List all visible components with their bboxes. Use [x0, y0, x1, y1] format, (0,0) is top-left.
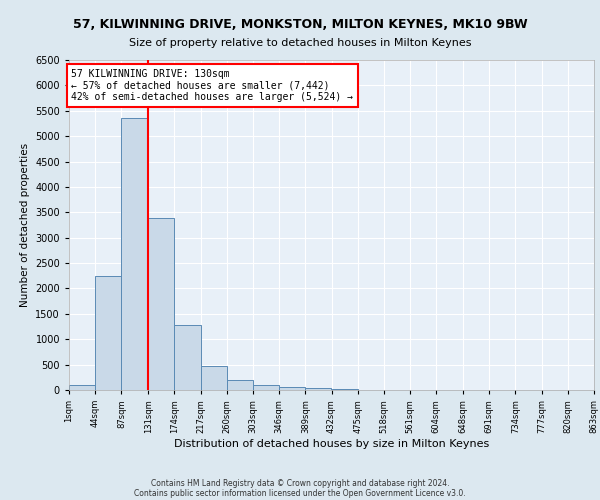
Bar	[121, 118, 148, 390]
Text: Contains HM Land Registry data © Crown copyright and database right 2024.: Contains HM Land Registry data © Crown c…	[151, 478, 449, 488]
Bar	[305, 388, 331, 390]
Text: Contains public sector information licensed under the Open Government Licence v3: Contains public sector information licen…	[134, 488, 466, 498]
Text: Size of property relative to detached houses in Milton Keynes: Size of property relative to detached ho…	[129, 38, 471, 48]
X-axis label: Distribution of detached houses by size in Milton Keynes: Distribution of detached houses by size …	[174, 438, 489, 448]
Bar	[200, 366, 227, 390]
Bar	[227, 380, 253, 390]
Bar	[175, 325, 200, 390]
Bar	[253, 385, 279, 390]
Bar	[279, 387, 305, 390]
Text: 57 KILWINNING DRIVE: 130sqm
← 57% of detached houses are smaller (7,442)
42% of : 57 KILWINNING DRIVE: 130sqm ← 57% of det…	[71, 69, 353, 102]
Bar	[69, 385, 95, 390]
Bar	[148, 218, 175, 390]
Bar	[331, 389, 358, 390]
Bar	[95, 276, 121, 390]
Y-axis label: Number of detached properties: Number of detached properties	[20, 143, 29, 307]
Text: 57, KILWINNING DRIVE, MONKSTON, MILTON KEYNES, MK10 9BW: 57, KILWINNING DRIVE, MONKSTON, MILTON K…	[73, 18, 527, 30]
